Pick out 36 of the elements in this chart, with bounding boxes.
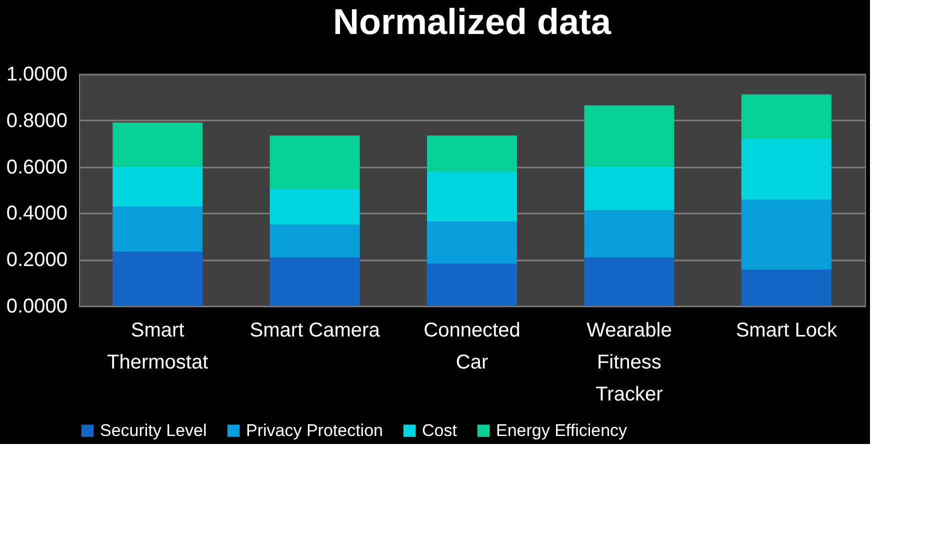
y-tick-label: 0.4000 [6, 202, 68, 225]
bar [112, 122, 203, 167]
x-tick-label: Smart Camera [250, 320, 381, 342]
bar [427, 264, 517, 306]
bar [112, 252, 203, 306]
x-tick-label: Smart Thermostat [107, 320, 209, 374]
bar [427, 222, 517, 264]
bar [741, 270, 832, 306]
bar [112, 206, 203, 252]
chart-title: Normalized data [332, 1, 612, 42]
x-tick-label: Connected Car [424, 320, 520, 374]
legend-label: Security Level [100, 420, 207, 440]
bar [584, 210, 674, 258]
bar [741, 138, 832, 200]
bar [270, 135, 360, 189]
y-tick-label: 0.2000 [6, 249, 68, 272]
bar [270, 258, 360, 306]
y-tick-label: 0.8000 [6, 110, 68, 132]
x-tick-label: Wearable Fitness Tracker [586, 320, 672, 406]
bar [584, 105, 674, 167]
legend-label: Cost [422, 420, 458, 440]
bar [112, 166, 203, 206]
bar [270, 188, 360, 225]
bar [427, 135, 517, 172]
bar [741, 94, 832, 138]
y-tick-label: 1.0000 [6, 64, 68, 86]
bar [584, 258, 674, 306]
legend-label: Privacy Protection [246, 420, 383, 440]
bar [741, 200, 832, 270]
y-tick-label: 0.6000 [6, 156, 68, 178]
x-tick-label: Smart Lock [736, 320, 838, 342]
y-tick-label: 0.0000 [6, 296, 68, 318]
legend-label: Energy Efficiency [496, 420, 628, 440]
bar [427, 171, 517, 222]
bar [270, 224, 360, 258]
bar [584, 166, 674, 210]
